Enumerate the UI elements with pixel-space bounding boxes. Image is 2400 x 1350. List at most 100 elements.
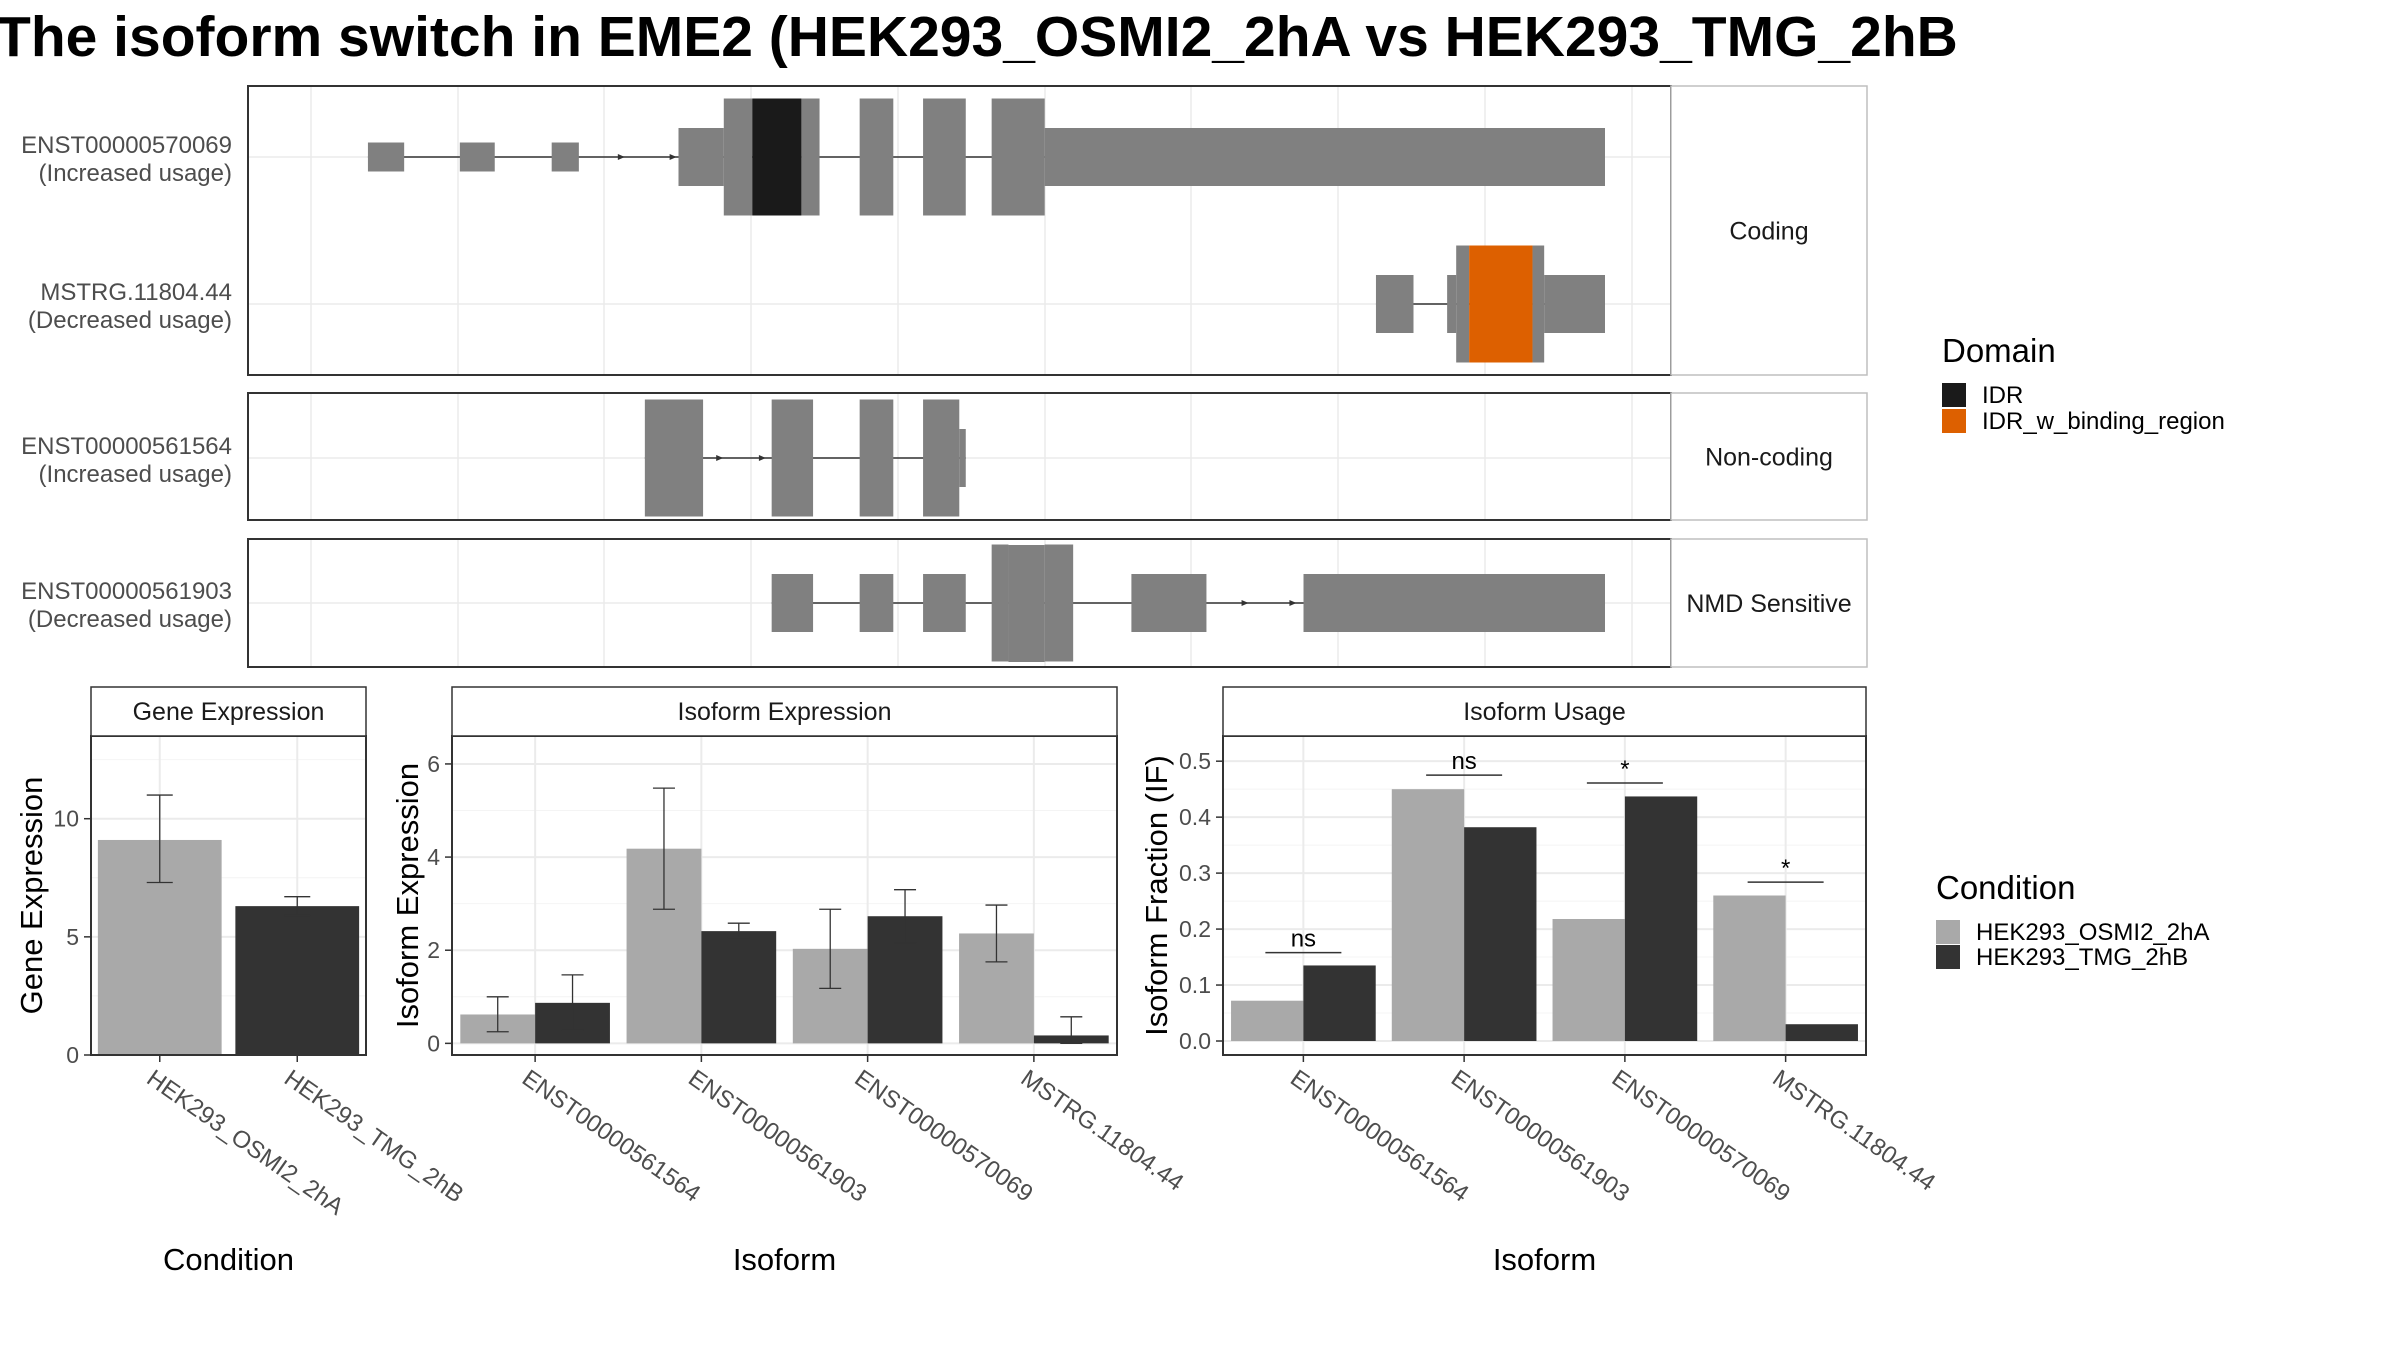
transcript-ENST00000561564: ENST00000561564(Increased usage)	[21, 399, 966, 517]
y-tick-label: 5	[66, 924, 79, 950]
exon-block	[644, 399, 704, 517]
y-axis-label: Isoform Fraction (IF)	[1139, 755, 1174, 1036]
y-tick-label: 10	[53, 806, 79, 832]
legend-label: HEK293_OSMI2_2hA	[1976, 919, 2209, 946]
legend-swatch	[1936, 945, 1960, 969]
exon-block	[923, 574, 966, 632]
y-tick-label: 0.5	[1179, 748, 1211, 774]
facet-label: Coding	[1729, 218, 1808, 246]
significance-label: ns	[1451, 748, 1476, 775]
exon-block	[991, 98, 1045, 216]
exon-block	[551, 142, 579, 172]
chart-title: Isoform Usage	[1463, 698, 1626, 726]
exon-block	[1544, 275, 1605, 333]
transcript-label: ENST00000561903	[21, 578, 232, 605]
bar	[1391, 789, 1465, 1042]
legend-label: IDR	[1982, 382, 2023, 409]
exon-block	[1447, 275, 1457, 333]
facet-strip	[1670, 538, 1868, 668]
bar	[701, 931, 777, 1044]
y-tick-label: 0.1	[1179, 972, 1211, 998]
bar	[1624, 796, 1698, 1042]
direction-arrow-icon	[669, 154, 677, 160]
x-tick-label: ENST00000570069	[1607, 1065, 1795, 1208]
legend-swatch	[1942, 409, 1966, 433]
significance-label: *	[1620, 756, 1629, 783]
exon-block	[1008, 545, 1045, 662]
exon-block	[923, 399, 960, 517]
chart-title: Isoform Expression	[678, 698, 892, 726]
transcript-ENST00000561903: ENST00000561903(Decreased usage)	[21, 544, 1605, 662]
structure-panel-nmd-sensitive: ENST00000561903(Decreased usage) NMD Sens…	[21, 538, 1868, 668]
exon-block	[1532, 245, 1545, 363]
bar	[1231, 1000, 1304, 1042]
y-tick-label: 0.0	[1179, 1028, 1211, 1054]
direction-arrow-icon	[617, 154, 625, 160]
bar	[1552, 919, 1625, 1042]
facet-strip	[1670, 85, 1868, 376]
y-tick-label: 0	[66, 1042, 79, 1068]
bar	[1713, 895, 1786, 1042]
legend-label: IDR_w_binding_region	[1982, 408, 2225, 435]
bar	[235, 906, 360, 1055]
y-tick-label: 0.3	[1179, 860, 1211, 886]
structure-panel-coding: ENST00000570069(Increased usage) MSTRG.11…	[21, 85, 1868, 376]
exon-block	[771, 574, 814, 632]
transcript-usage-note: (Decreased usage)	[28, 307, 232, 334]
exon-block	[771, 399, 814, 517]
facet-label: NMD Sensitive	[1686, 590, 1851, 618]
y-tick-label: 0	[427, 1030, 440, 1056]
facet-strip	[1670, 392, 1868, 521]
exon-block	[859, 574, 894, 632]
transcript-label: MSTRG.11804.44	[40, 279, 232, 306]
exon-block	[367, 142, 405, 172]
significance-label: ns	[1291, 926, 1316, 953]
y-tick-label: 4	[427, 844, 440, 870]
exon-block	[1375, 275, 1414, 333]
domain-block	[1469, 245, 1533, 363]
facet-strip	[1222, 686, 1867, 737]
y-tick-label: 0.2	[1179, 916, 1211, 942]
exon-block	[723, 98, 753, 216]
exon-block	[1456, 245, 1470, 363]
legend-label: HEK293_TMG_2hB	[1976, 944, 2188, 971]
exon-block	[801, 98, 820, 216]
transcript-usage-note: (Decreased usage)	[28, 606, 232, 633]
y-axis-label: Gene Expression	[14, 777, 49, 1015]
chart-title: Gene Expression	[133, 698, 325, 726]
transcript-usage-note: (Increased usage)	[39, 160, 232, 187]
legend-swatch	[1936, 920, 1960, 944]
transcript-label: ENST00000570069	[21, 132, 232, 159]
legend-title: Domain	[1942, 332, 2056, 369]
exon-block	[1044, 544, 1074, 662]
x-tick-label: ENST00000561903	[1446, 1065, 1634, 1208]
domain-block	[752, 98, 802, 216]
x-axis-label: Isoform	[733, 1242, 836, 1277]
facet-strip	[90, 686, 367, 737]
direction-arrow-icon	[716, 455, 724, 461]
x-tick-label: MSTRG.11804.44	[1768, 1065, 1940, 1197]
exon-block	[859, 399, 894, 517]
y-tick-label: 0.4	[1179, 804, 1211, 830]
legend-swatch	[1942, 383, 1966, 407]
transcript-structure-plot: ENST00000570069(Increased usage)MSTRG.11…	[21, 85, 1868, 668]
x-tick-label: ENST00000561564	[1285, 1065, 1473, 1208]
bar	[1785, 1024, 1858, 1042]
exon-block	[991, 544, 1009, 662]
transcript-label: ENST00000561564	[21, 433, 232, 460]
x-tick-label: ENST00000561564	[517, 1065, 705, 1208]
transcript-ENST00000570069: ENST00000570069(Increased usage)	[21, 98, 1605, 216]
x-axis-label: Condition	[163, 1242, 294, 1277]
bar	[1464, 827, 1537, 1042]
exon-block	[1303, 574, 1605, 632]
exon-block	[923, 98, 966, 216]
exon-block	[1044, 128, 1605, 186]
transcript-usage-note: (Increased usage)	[39, 461, 232, 488]
direction-arrow-icon	[1289, 600, 1297, 606]
